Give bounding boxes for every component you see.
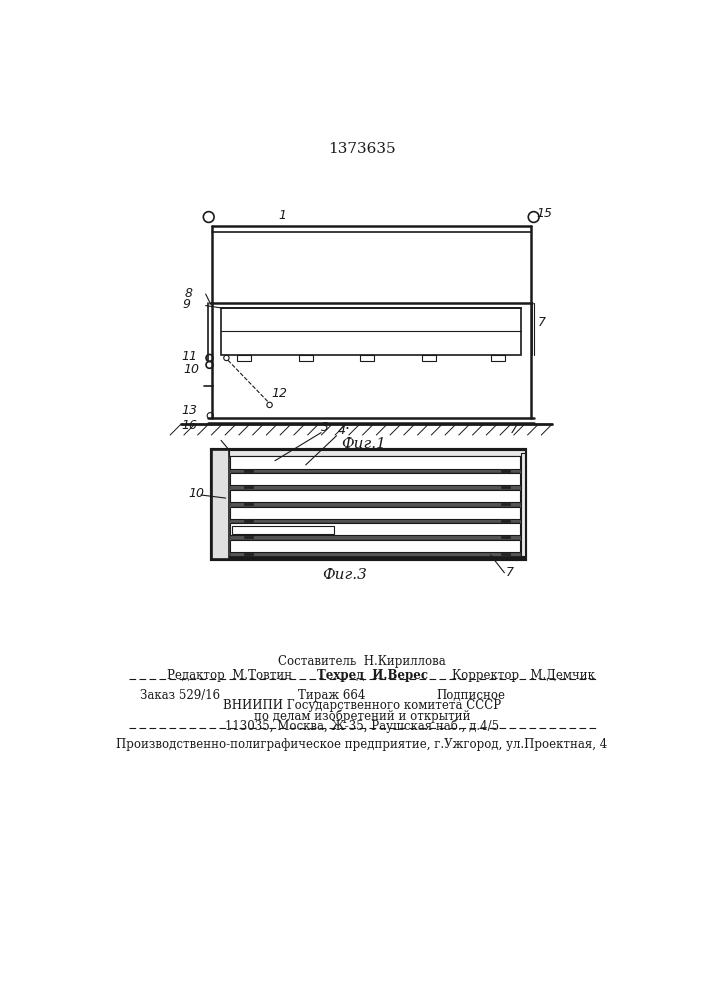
Bar [230,535,520,539]
Bar [230,456,520,469]
Text: по делам изобретений и открытий: по делам изобретений и открытий [254,709,470,723]
Text: Тираж 664: Тираж 664 [298,689,366,702]
Bar [238,355,251,361]
Bar [230,490,520,502]
Bar [501,503,510,505]
Bar [230,469,520,472]
Bar [230,519,520,522]
Bar [501,519,510,522]
Bar [501,553,510,555]
Text: ·: · [344,422,349,437]
Text: Производственно-полиграфическое предприятие, г.Ужгород, ул.Проектная, 4: Производственно-полиграфическое предприя… [117,738,607,751]
Bar [230,540,520,552]
Bar [212,450,525,559]
Text: 1: 1 [279,209,287,222]
Text: 11: 11 [181,350,197,363]
Text: Заказ 529/16: Заказ 529/16 [140,689,221,702]
Text: 15: 15 [537,207,553,220]
Bar [422,355,436,361]
Text: Составитель  Н.Кириллова: Составитель Н.Кириллова [278,655,446,668]
Text: Фиг.3: Фиг.3 [322,568,367,582]
Text: 113035, Москва, Ж-35, Раушская наб., д.4/5: 113035, Москва, Ж-35, Раушская наб., д.4… [225,719,499,733]
Text: 7: 7 [510,423,518,436]
Bar [221,308,521,355]
Text: 7: 7 [538,316,547,329]
Bar [501,469,510,472]
Bar [230,485,520,489]
Bar [244,553,253,555]
Bar [299,355,312,361]
Text: 7: 7 [506,566,514,579]
Bar [230,502,520,506]
Text: Фиг.1: Фиг.1 [341,437,386,451]
Bar [501,536,510,538]
Bar [229,450,525,456]
Text: Техред  И.Верес: Техред И.Верес [317,669,428,682]
Bar [230,523,520,535]
Text: 8: 8 [184,287,192,300]
Text: 12: 12 [272,387,288,400]
Text: Редактор  М.Товтин: Редактор М.Товтин [167,669,292,682]
Bar [491,355,506,361]
Text: 4: 4 [338,424,346,437]
Bar [232,526,334,534]
Bar [230,552,520,556]
Text: 3: 3 [321,421,329,434]
Bar [230,507,520,519]
Text: Корректор   М.Демчик: Корректор М.Демчик [452,669,595,682]
Bar [361,355,374,361]
Bar [244,469,253,472]
Text: 13: 13 [181,404,197,417]
Bar [212,450,229,559]
Bar [244,503,253,505]
Text: 10: 10 [183,363,199,376]
Text: 9: 9 [182,298,191,311]
Bar [520,453,525,556]
Text: Подписное: Подписное [437,689,506,702]
Text: 16: 16 [181,419,197,432]
Bar [244,519,253,522]
Text: 10: 10 [189,487,205,500]
Bar [215,453,522,556]
Bar [501,486,510,488]
Bar [244,486,253,488]
Text: ВНИИПИ Государственного комитета СССР: ВНИИПИ Государственного комитета СССР [223,699,501,712]
Text: 1373635: 1373635 [328,142,396,156]
Bar [230,473,520,485]
Bar [244,536,253,538]
